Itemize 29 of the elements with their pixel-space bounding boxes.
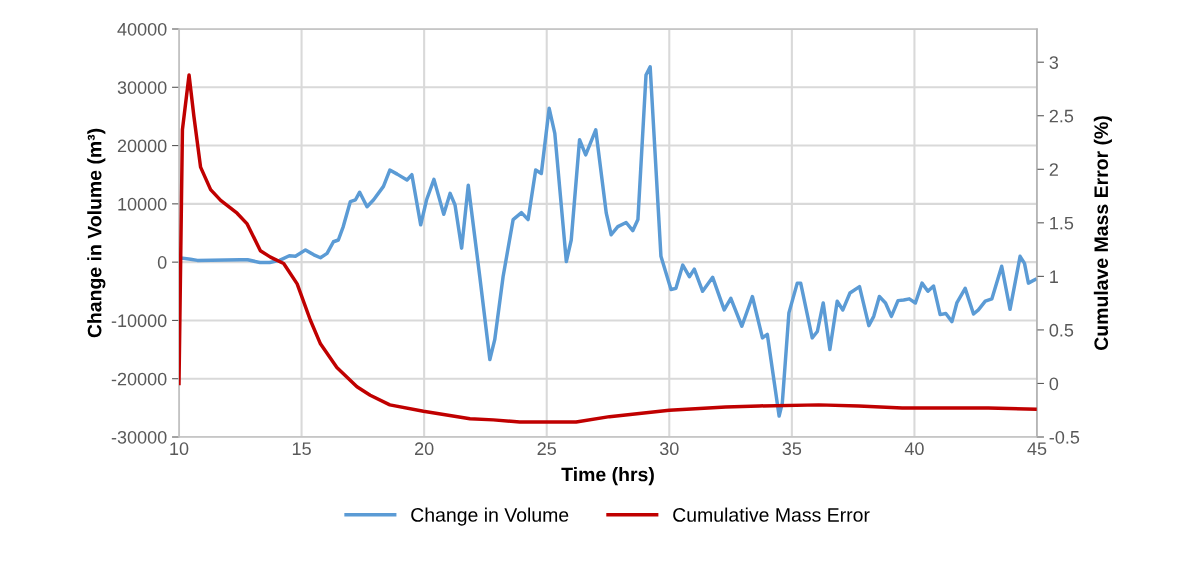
x-tick-label: 20: [415, 442, 434, 456]
y2-tick-label: 1.5: [1050, 216, 1074, 230]
x-tick-label: 10: [170, 442, 189, 456]
y-tick-label: 10000: [118, 197, 167, 211]
y-tick-label: 30000: [117, 81, 167, 95]
y-tick-label: 20000: [117, 139, 167, 153]
x-tick-label: 25: [537, 442, 556, 456]
x-tick-label: 15: [292, 442, 311, 456]
y-tick-label: -10000: [111, 314, 167, 328]
x-tick-label: 40: [904, 442, 924, 456]
y-tick-label: -30000: [111, 430, 167, 444]
y2-tick-label: 1: [1050, 270, 1058, 283]
y2-tick-label: 2.5: [1049, 109, 1074, 123]
y2-tick-label: 0: [1049, 377, 1059, 391]
legend-label: Cumulative Mass Error: [673, 507, 870, 522]
y2-tick-label: 2: [1049, 163, 1058, 176]
y2-tick-label: 3: [1049, 56, 1059, 69]
legend-label: Change in Volume: [411, 507, 569, 526]
x-tick-label: 30: [659, 442, 679, 456]
y2-axis-title: Cumulave Mass Error (%): [1093, 116, 1112, 350]
y-tick-label: 0: [157, 256, 167, 269]
y-axis-title: Change in Volume (m³): [87, 128, 106, 338]
x-tick-label: 35: [782, 442, 802, 456]
y2-tick-label: -0.5: [1049, 430, 1080, 444]
y-tick-label: 40000: [117, 22, 167, 36]
x-tick-label: 45: [1027, 442, 1047, 456]
y-tick-label: -20000: [111, 372, 167, 386]
y2-tick-label: 0.5: [1049, 323, 1074, 337]
x-axis-title: Time (hrs): [561, 467, 654, 486]
